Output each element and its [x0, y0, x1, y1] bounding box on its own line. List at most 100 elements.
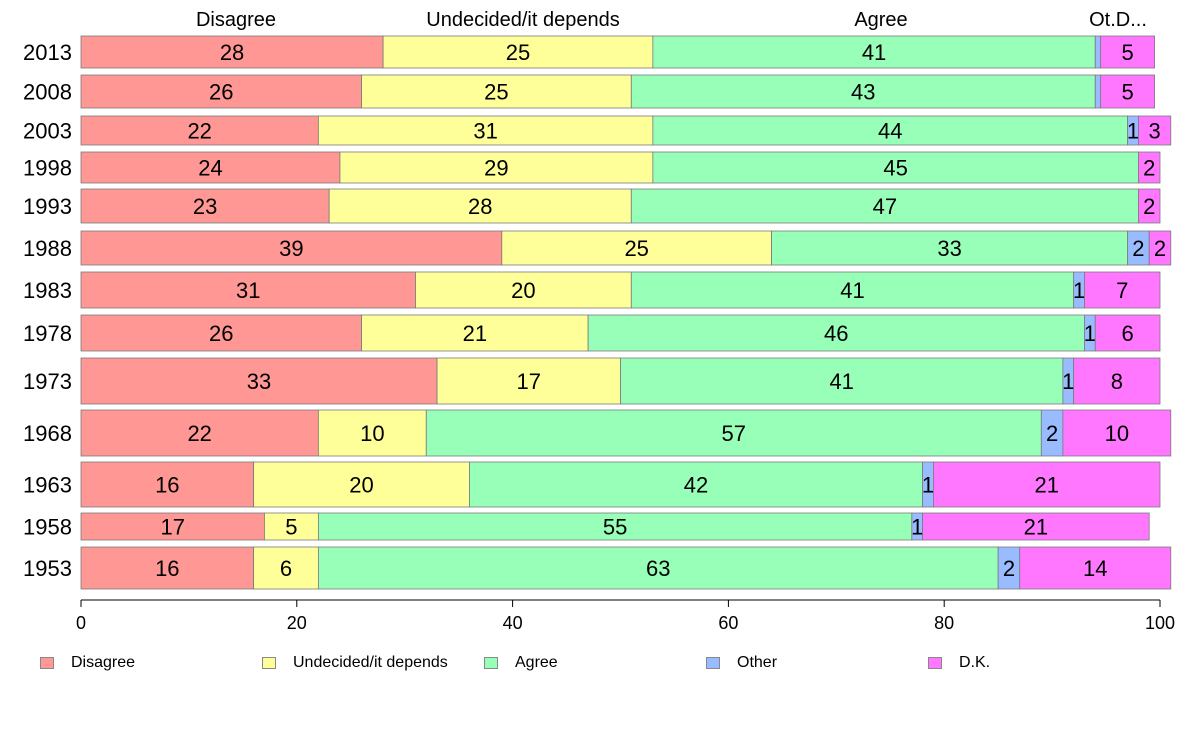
legend-label: Undecided/it depends [293, 654, 448, 671]
year-label-1998: 1998 [23, 156, 72, 181]
legend-swatch [484, 657, 498, 669]
data-label-1983-4: 7 [1116, 278, 1128, 303]
data-label-1993-1: 28 [468, 194, 492, 219]
data-label-1958-3: 1 [911, 515, 923, 540]
bar-segment-1978-0 [80, 314, 362, 352]
bars: 28 25 41 526 25 43 522 31 44 1 324 29 45 223 28 47 239 25… [80, 35, 1172, 590]
bar-segment-1968-4 [1062, 409, 1172, 457]
data-label-1988-1: 25 [624, 236, 648, 261]
column-header-2: Agree [854, 9, 907, 31]
year-label-1958: 1958 [23, 515, 72, 540]
data-label-1963-1: 20 [349, 473, 373, 498]
data-label-1998-2: 45 [883, 156, 907, 181]
bar-segment-1973-1 [436, 357, 621, 405]
bar-segment-2003-4 [1138, 115, 1172, 146]
legend-item-4: D.K. [928, 650, 990, 676]
column-header-labels: Disagree Undecided/it depends Agree Ot.D... [196, 9, 1147, 31]
bar-segment-2013-0 [80, 35, 384, 69]
legend-item-2: Agree [484, 650, 558, 676]
year-label-1983: 1983 [23, 278, 72, 303]
data-label-1963-2: 42 [684, 473, 708, 498]
bar-segment-1953-4 [1019, 546, 1172, 590]
bar-segment-1993-1 [328, 188, 632, 224]
year-label-2013: 2013 [23, 40, 72, 65]
bar-segment-1978-4 [1094, 314, 1161, 352]
year-label-1988: 1988 [23, 236, 72, 261]
bar-segment-1963-4 [933, 461, 1161, 508]
bar-segment-1983-1 [415, 271, 632, 309]
bar-segment-1978-2 [587, 314, 1085, 352]
data-label-1958-2: 55 [603, 515, 627, 540]
data-label-1998-1: 29 [484, 156, 508, 181]
year-labels: 2013 2008 2003 1998 1993 1988 1983 1978 1973 1968… [23, 40, 72, 581]
bar-segment-1973-2 [620, 357, 1064, 405]
legend-item-1: Undecided/it depends [262, 650, 448, 676]
data-label-1953-3: 2 [1003, 556, 1015, 581]
legend-item-0: Disagree [40, 650, 135, 676]
data-label-1993-0: 23 [193, 194, 217, 219]
bar-segment-1968-1 [317, 409, 427, 457]
data-label-1953-0: 16 [155, 556, 179, 581]
year-label-1953: 1953 [23, 556, 72, 581]
legend-swatch [706, 657, 720, 669]
year-label-1963: 1963 [23, 473, 72, 498]
bar-segment-1988-4 [1148, 230, 1172, 266]
data-label-1963-4: 21 [1034, 473, 1058, 498]
data-label-1968-1: 10 [360, 421, 384, 446]
bar-segment-1958-1 [264, 512, 319, 541]
data-label-1973-1: 17 [517, 369, 541, 394]
bar-segment-2003-1 [317, 115, 654, 146]
data-label-1958-0: 17 [160, 515, 184, 540]
data-label-1968-0: 22 [187, 421, 211, 446]
bar-segment-1988-0 [80, 230, 503, 266]
data-label-2008-0: 26 [209, 80, 233, 105]
data-label-1998-0: 24 [198, 156, 222, 181]
bar-segment-1973-4 [1073, 357, 1161, 405]
column-header-1: Undecided/it depends [426, 9, 619, 31]
column-header-0: Disagree [196, 9, 276, 31]
data-label-1978-2: 46 [824, 321, 848, 346]
data-label-1988-4: 2 [1154, 236, 1166, 261]
legend-label: Other [737, 654, 778, 671]
bar-segment-1953-1 [253, 546, 319, 590]
data-label-2003-2: 44 [878, 119, 902, 144]
data-label-1973-3: 1 [1062, 369, 1074, 394]
bar-segment-2008-4 [1100, 74, 1156, 109]
data-label-2003-1: 31 [473, 119, 497, 144]
legend: Disagree Undecided/it depends Agree Other D.… [0, 650, 1188, 676]
data-label-1953-1: 6 [280, 556, 292, 581]
data-label-1958-4: 21 [1024, 515, 1048, 540]
legend-swatch [40, 657, 54, 669]
data-label-1978-4: 6 [1122, 321, 1134, 346]
x-tick-label-100: 100 [1145, 613, 1175, 633]
data-label-1988-0: 39 [279, 236, 303, 261]
legend-swatch [262, 657, 276, 669]
data-label-2013-4: 5 [1122, 40, 1134, 65]
data-label-2013-0: 28 [220, 40, 244, 65]
data-label-2008-4: 5 [1122, 80, 1134, 105]
data-label-1953-4: 14 [1083, 556, 1107, 581]
bar-segment-2008-3 [1094, 74, 1102, 109]
bar-segment-2013-1 [382, 35, 654, 69]
bar-segment-2008-1 [361, 74, 632, 109]
year-label-1978: 1978 [23, 321, 72, 346]
data-label-1983-1: 20 [511, 278, 535, 303]
data-label-1983-2: 41 [840, 278, 864, 303]
bar-segment-2013-4 [1100, 35, 1156, 69]
bar-segment-1993-0 [80, 188, 330, 224]
bar-segment-1953-2 [317, 546, 999, 590]
x-tick-label-60: 60 [718, 613, 738, 633]
data-label-1983-0: 31 [236, 278, 260, 303]
bar-segment-1958-0 [80, 512, 265, 541]
x-tick-label-0: 0 [76, 613, 86, 633]
data-label-1993-2: 47 [873, 194, 897, 219]
bar-segment-2008-2 [630, 74, 1096, 109]
bar-segment-1983-4 [1084, 271, 1161, 309]
legend-label: D.K. [959, 654, 991, 671]
bar-segment-1968-2 [425, 409, 1042, 457]
data-label-1973-0: 33 [247, 369, 271, 394]
data-label-1978-1: 21 [463, 321, 487, 346]
bar-segment-1983-2 [630, 271, 1075, 309]
bar-segment-1983-0 [80, 271, 416, 309]
